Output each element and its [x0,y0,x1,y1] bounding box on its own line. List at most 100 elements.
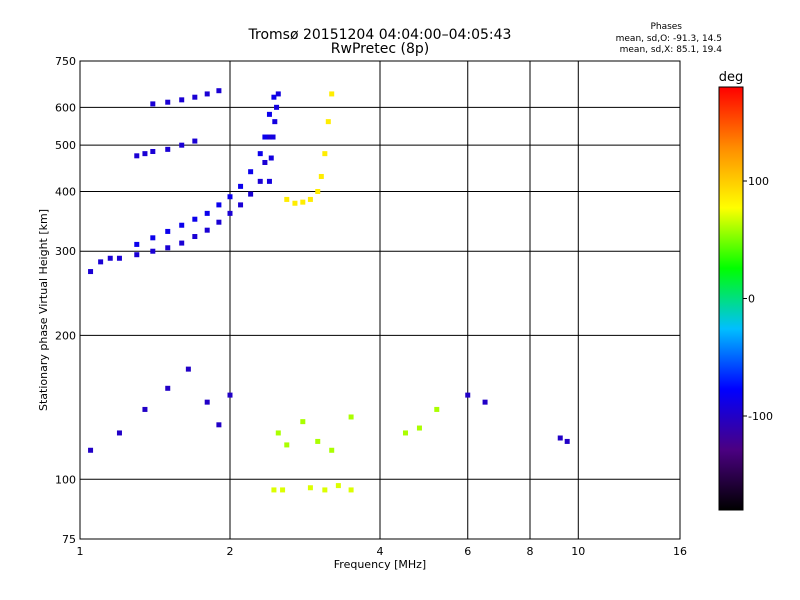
data-point-o_trace_upper [238,183,244,189]
data-point-o_trace_upper [248,169,254,175]
data-point-o_far_points [482,399,488,405]
data-point-o_trace_upper [204,210,210,216]
x-tick-label: 2 [227,545,234,558]
y-tick-label: 750 [55,55,76,68]
data-point-x_low_band [335,483,341,489]
points [88,88,570,493]
data-point-x_low_scatter [284,442,290,448]
data-point-o_trace_lower [204,227,210,233]
data-point-o_low_cluster [185,366,191,372]
data-point-o_low_cluster [142,406,148,412]
data-point-o_trace_upper [216,202,222,208]
data-point-o_mid_arc [165,146,171,152]
data-point-x_trace [307,196,313,202]
chart-title: Tromsø 20151204 04:04:00–04:05:43 [248,27,512,43]
colorbar [718,86,744,511]
data-point-o_trace_upper [266,111,272,117]
data-point-o_trace_lower [262,159,268,165]
data-point-o_trace_upper [150,235,156,241]
data-point-o_trace_upper [179,222,185,228]
phases-heading: Phases [650,22,682,32]
data-point-x_low_band [348,487,354,493]
data-point-o_top_arc [216,88,222,94]
data-point-o_trace_lower [227,210,233,216]
data-point-x_trace [284,196,290,202]
data-point-o_mid_arc [134,153,140,159]
x-tick-label: 6 [464,545,471,558]
data-point-o_vertical_2.4 [274,104,280,110]
data-point-x_low_scatter [402,430,408,436]
data-point-o_vertical_2.4 [270,134,276,140]
data-point-o_mid_arc [150,148,156,154]
y-tick-label: 500 [55,139,76,152]
x-axis-label: Frequency [MHz] [334,558,426,571]
data-point-o_trace_lower [257,178,263,184]
data-point-o_far_points [465,392,471,398]
data-point-x_low_scatter [329,447,335,453]
phases-o-stats: mean, sd,O: -91.3, 14.5 [615,34,722,44]
data-point-o_low_cluster [88,447,94,453]
y-tick-label: 400 [55,185,76,198]
data-point-o_top_arc [192,94,198,100]
data-point-o_low_cluster [227,392,233,398]
y-tick-label: 75 [62,533,76,546]
data-point-o_trace_upper [165,228,171,234]
plot-area-frame [79,60,681,540]
data-point-o_vertical_2.4 [266,178,272,184]
data-point-x_trace [315,188,321,194]
data-point-x_low_band [307,485,313,491]
data-point-o_low_cluster [216,422,222,428]
data-point-o_trace_lower [165,245,171,251]
data-point-o_trace_lower [88,269,94,275]
data-point-o_trace_upper [262,134,268,140]
y-tick-label: 100 [55,473,76,486]
chart-subtitle: RwPretec (8p) [330,41,430,57]
data-point-o_far_points [557,435,563,441]
data-point-x_low_scatter [348,414,354,420]
data-point-o_low_cluster [204,399,210,405]
data-point-o_trace_lower [116,255,122,261]
data-point-x_low_band [271,487,277,493]
colorbar-tick-label: 100 [748,175,769,188]
colorbar-tick-label: 0 [748,293,755,306]
data-point-o_mid_arc [179,142,185,148]
data-point-x_low_scatter [416,425,422,431]
data-point-o_trace_lower [266,134,272,140]
data-point-o_trace_upper [134,241,140,247]
data-point-o_top_arc [204,91,210,97]
data-point-x_low_scatter [434,406,440,412]
y-axis-label: Stationary phase Virtual Height [km] [37,209,50,411]
data-point-o_low_cluster [116,430,122,436]
x-tick-label: 16 [673,545,687,558]
data-point-o_trace_lower [179,240,185,246]
data-point-o_trace_upper [257,151,263,157]
y-tick-label: 200 [55,329,76,342]
data-point-o_trace_lower [238,202,244,208]
y-tick-label: 600 [55,101,76,114]
data-point-o_mid_arc [192,138,198,144]
colorbar-ticks: 100 0 -100 [743,175,773,423]
data-point-o_top_arc [165,99,171,105]
data-point-x_trace [322,151,328,157]
data-point-x_trace [325,119,331,125]
data-point-x_low_scatter [315,438,321,444]
x-tick-label: 1 [77,545,84,558]
data-point-x_trace [292,200,298,206]
data-point-x_low_scatter [300,419,306,425]
data-point-o_trace_lower [192,234,198,240]
data-point-x_trace [329,91,335,97]
data-point-o_trace_upper [192,216,198,222]
data-point-o_trace_lower [216,219,222,225]
data-point-o_trace_lower [150,248,156,254]
data-point-x_low_band [322,487,328,493]
data-point-o_far_points [564,438,570,444]
data-point-x_trace [300,199,306,205]
y-tick-label: 300 [55,245,76,258]
data-point-o_trace_lower [98,259,104,265]
x-tick-label: 10 [571,545,585,558]
data-point-o_top_arc [150,101,156,107]
colorbar-label: deg [719,70,744,85]
grid [80,61,680,539]
x-axis-ticks: 1 2 4 6 8 10 16 [77,545,688,558]
